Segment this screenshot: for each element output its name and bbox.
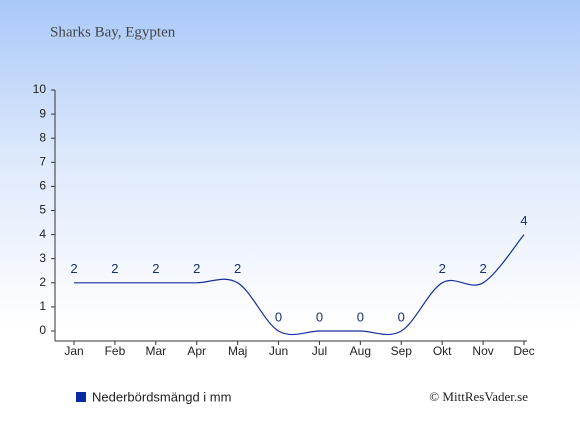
y-tick-label: 6 (39, 179, 46, 193)
y-tick-label: 5 (39, 203, 46, 217)
data-label: 2 (152, 261, 159, 276)
source: © MittResVader.se (429, 389, 528, 404)
y-tick-label: 10 (33, 82, 47, 96)
x-tick-label: Maj (228, 344, 247, 358)
data-label: 2 (111, 261, 118, 276)
y-tick-label: 8 (39, 130, 46, 144)
y-tick-label: 1 (39, 299, 46, 313)
data-label: 0 (398, 309, 405, 324)
data-label: 2 (439, 261, 446, 276)
data-label: 2 (70, 261, 77, 276)
x-tick-label: Dec (513, 344, 534, 358)
data-label: 2 (234, 261, 241, 276)
y-tick-label: 9 (39, 106, 46, 120)
y-tick-label: 0 (39, 323, 46, 337)
chart-title: Sharks Bay, Egypten (50, 24, 176, 40)
x-tick-label: Nov (472, 344, 493, 358)
legend-swatch (76, 392, 86, 402)
x-tick-label: Sep (391, 344, 413, 358)
y-tick-label: 2 (39, 275, 46, 289)
data-label: 0 (357, 309, 364, 324)
x-tick-label: Mar (145, 344, 166, 358)
x-tick-label: Feb (105, 344, 126, 358)
y-tick-label: 3 (39, 251, 46, 265)
data-label: 4 (520, 213, 527, 228)
legend-label: Nederbördsmängd i mm (92, 389, 231, 404)
data-label: 0 (275, 309, 282, 324)
x-tick-label: Jun (269, 344, 288, 358)
data-label: 0 (316, 309, 323, 324)
data-label: 2 (479, 261, 486, 276)
x-tick-label: Okt (433, 344, 452, 358)
x-tick-label: Aug (350, 344, 371, 358)
x-tick-label: Apr (187, 344, 206, 358)
y-tick-label: 4 (39, 227, 46, 241)
x-tick-label: Jan (64, 344, 83, 358)
x-tick-label: Jul (312, 344, 327, 358)
data-line (73, 234, 525, 336)
data-label: 2 (193, 261, 200, 276)
y-tick-label: 7 (39, 154, 46, 168)
